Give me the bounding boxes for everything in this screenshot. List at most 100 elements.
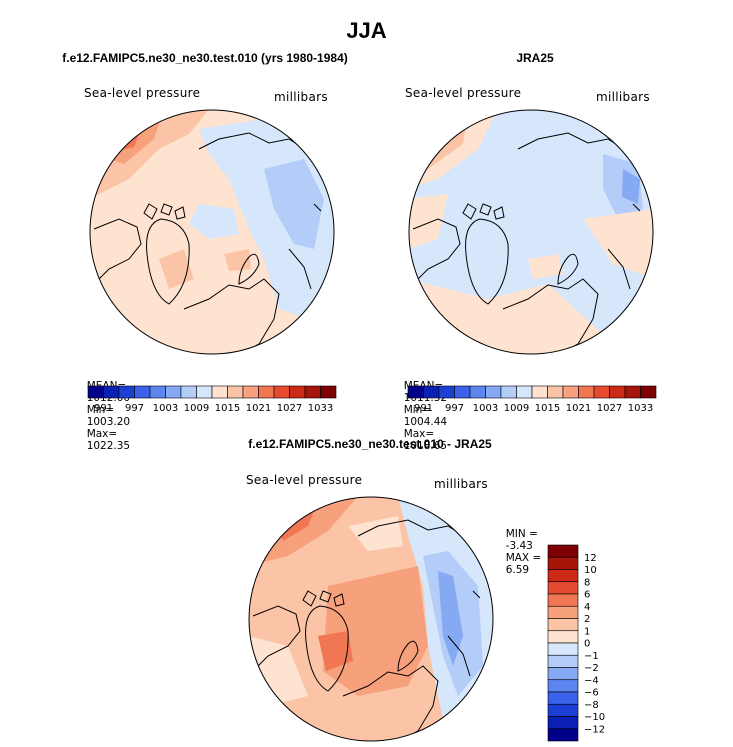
panel-1-colorbar-label-6: 1027 [277,403,302,414]
panel-1-colorbar-swatch-8 [211,385,228,399]
panel-2-colorbar-label-7: 1033 [628,403,653,414]
panel-3-colorbar-swatch-11 [547,679,579,693]
panel-2-units: millibars [596,90,650,104]
panel-2-colorbar-swatch-14 [624,385,641,399]
panel-3-colorbar-swatch-3 [547,581,579,595]
panel-2-colorbar-swatch-8 [531,385,548,399]
panel-3-colorbar-label-6: 1 [584,626,590,637]
panel-3-colorbar-swatch-14 [547,716,579,730]
panel-1-colorbar-label-1: 997 [125,403,144,414]
panel-3-colorbar-swatch-0 [547,544,579,558]
panel-2-colorbar-label-0: 991 [414,403,433,414]
panel-2-colorbar-swatch-1 [423,385,440,399]
panel-3-colorbar-label-8: −1 [584,651,599,662]
panel-1-min: 1003.20 [86,416,131,428]
panel-3-colorbar-swatch-6 [547,618,579,632]
panel-1-colorbar-label-4: 1015 [215,403,240,414]
panel-2-colorbar-label-4: 1015 [535,403,560,414]
panel-2-colorbar-swatch-2 [438,385,455,399]
panel-2-colorbar-swatch-3 [454,385,471,399]
panel-2-colorbar-swatch-9 [547,385,564,399]
panel-3-colorbar-label-3: 6 [584,590,590,601]
panel-1-colorbar-swatch-12 [273,385,290,399]
panel-1-units: millibars [274,90,328,104]
panel-1-colorbar-swatch-2 [118,385,135,399]
panel-2-colorbar-swatch-0 [407,385,424,399]
panel-3-map [248,496,494,742]
panel-3-colorbar-label-12: −8 [584,700,599,711]
panel-1-colorbar-label-7: 1033 [308,403,333,414]
panel-1-colorbar-swatch-0 [87,385,104,399]
panel-3-colorbar-swatch-8 [547,642,579,656]
panel-1-colorbar-label-3: 1009 [184,403,209,414]
panel-3-colorbar-label-1: 10 [584,565,597,576]
panel-3-colorbar-swatch-7 [547,630,579,644]
panel-1-title: f.e12.FAMIPC5.ne30_ne30.test.010 (yrs 19… [62,51,348,65]
panel-3-colorbar-swatch-13 [547,703,579,717]
panel-3-min-label: MIN = [505,528,538,540]
panel-3-colorbar-swatch-4 [547,593,579,607]
panel-1-colorbar: 991 997 1003 1009 1015 1021 1027 1033 [87,385,337,414]
panel-3-max: 6.59 [505,564,530,576]
panel-2-colorbar-swatch-7 [516,385,533,399]
panel-1-variable: Sea-level pressure [84,86,201,100]
panel-3-colorbar-swatch-9 [547,654,579,668]
panel-3-colorbar-swatch-1 [547,556,579,570]
panel-3-colorbar-swatch-5 [547,605,579,619]
panel-2-variable: Sea-level pressure [405,86,522,100]
panel-2-colorbar-swatch-6 [500,385,517,399]
panel-1-colorbar-swatch-3 [134,385,151,399]
panel-1-colorbar-swatch-13 [289,385,306,399]
panel-3-colorbar-label-10: −4 [584,675,599,686]
panel-3-title: f.e12.FAMIPC5.ne30_ne30.test.010 - JRA25 [248,437,492,451]
panel-1-colorbar-swatch-10 [242,385,259,399]
panel-3-colorbar-label-5: 2 [584,614,590,625]
panel-1-colorbar-swatch-14 [304,385,321,399]
panel-2-colorbar-swatch-12 [593,385,610,399]
panel-1-colorbar-swatch-7 [196,385,213,399]
panel-1-colorbar-swatch-11 [258,385,275,399]
panel-2-max: 1018.65 [403,440,448,452]
panel-1-colorbar-swatch-1 [103,385,120,399]
panel-3-colorbar-swatch-2 [547,569,579,583]
panel-1-colorbar-swatch-4 [149,385,166,399]
panel-3-max-label: MAX = [505,552,542,564]
panel-2-colorbar-swatch-4 [469,385,486,399]
panel-3-colorbar-label-13: −10 [584,712,605,723]
panel-1-colorbar-swatch-6 [180,385,197,399]
panel-2-colorbar-swatch-15 [640,385,657,399]
panel-2-colorbar-swatch-10 [562,385,579,399]
panel-3-min: -3.43 [505,540,533,552]
panel-2-colorbar-swatch-13 [609,385,626,399]
panel-2-colorbar-swatch-5 [485,385,502,399]
panel-1-colorbar-label-2: 1003 [153,403,178,414]
panel-2-title: JRA25 [516,51,554,65]
panel-2-colorbar-label-6: 1027 [597,403,622,414]
panel-2-colorbar-swatch-11 [578,385,595,399]
panel-3-colorbar-swatch-15 [547,728,579,742]
panel-1-max-label: Max= [86,428,118,440]
panel-1-min-label: Min= [86,404,115,416]
panel-1-colorbar-label-5: 1021 [246,403,271,414]
panel-2-map [408,109,654,355]
panel-3-colorbar-label-0: 12 [584,553,597,564]
panel-3-colorbar-swatch-12 [547,691,579,705]
panel-1-colorbar-swatch-15 [320,385,337,399]
panel-1-colorbar-swatch-5 [165,385,182,399]
panel-1-max: 1022.35 [86,440,131,452]
panel-2-colorbar-label-2: 1003 [473,403,498,414]
panel-3-colorbar-label-11: −6 [584,688,599,699]
panel-1-colorbar-label-0: 991 [94,403,113,414]
panel-3-colorbar-label-9: −2 [584,663,599,674]
panel-3-colorbar-label-2: 8 [584,577,590,588]
panel-2-colorbar-label-3: 1009 [504,403,529,414]
panel-3-colorbar-label-7: 0 [584,639,590,650]
panel-2-colorbar-label-5: 1021 [566,403,591,414]
panel-2-colorbar-label-1: 997 [445,403,464,414]
panel-2-min-label: Min= [403,404,432,416]
panel-3-colorbar-label-4: 4 [584,602,590,613]
panel-2-max-label: Max= [403,428,435,440]
panel-1-colorbar-swatch-9 [227,385,244,399]
panel-3-colorbar-label-14: −12 [584,724,605,735]
